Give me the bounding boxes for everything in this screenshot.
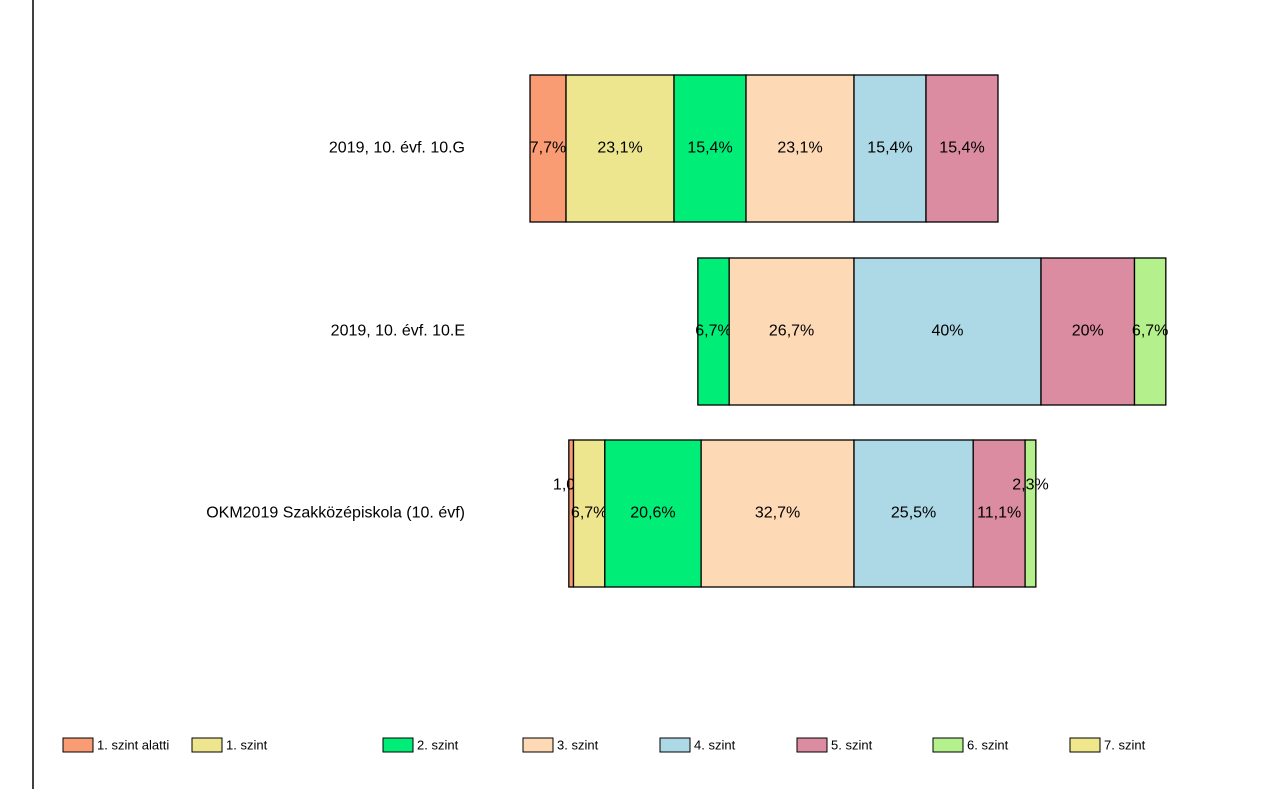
value-label: 32,7% (755, 505, 800, 522)
value-label: 15,4% (687, 140, 732, 157)
legend-label: 7. szint (1104, 737, 1146, 752)
legend-label: 4. szint (694, 737, 736, 752)
legend-swatch (191, 737, 223, 753)
legend-swatch (382, 737, 414, 753)
value-label: 7,7% (530, 140, 566, 157)
legend-label: 1. szint alatti (97, 737, 169, 752)
value-label: 11,1% (977, 505, 1021, 522)
value-label: 20% (1072, 323, 1104, 340)
legend-swatch (796, 737, 828, 753)
legend-label: 1. szint (226, 737, 268, 752)
value-label: 15,4% (867, 140, 912, 157)
value-label: 25,5% (891, 505, 936, 522)
bar-segment (673, 74, 747, 223)
bar-segment (1133, 257, 1167, 406)
legend-label: 6. szint (967, 737, 1009, 752)
value-label: 40% (931, 323, 963, 340)
value-label: 15,4% (939, 140, 984, 157)
value-label: 20,6% (630, 505, 675, 522)
legend-swatch (659, 737, 691, 753)
value-label: 6,7% (1132, 323, 1168, 340)
legend-swatch (1069, 737, 1101, 753)
value-label: 2,3% (1012, 477, 1048, 494)
category-label: 2019, 10. évf. 10.G (329, 140, 465, 157)
legend-label: 2. szint (417, 737, 459, 752)
bar-segment (1040, 257, 1136, 406)
legend-label: 3. szint (557, 737, 599, 752)
value-label: 6,7% (695, 323, 731, 340)
bar-segment (972, 439, 1026, 588)
bar-segment (700, 439, 855, 588)
value-label: 26,7% (769, 323, 814, 340)
legend-swatch (62, 737, 94, 753)
legend-label: 5. szint (831, 737, 873, 752)
legend-swatch (522, 737, 554, 753)
bar-segment (604, 439, 702, 588)
bar-segment (572, 439, 606, 588)
bar-segment (728, 257, 855, 406)
bar-segment (853, 257, 1042, 406)
value-label: 6,7% (571, 505, 607, 522)
value-label: 23,1% (597, 140, 642, 157)
category-label: OKM2019 Szakközépiskola (10. évf) (206, 505, 465, 522)
bar-segment (853, 439, 974, 588)
bar-segment (925, 74, 999, 223)
category-label: 2019, 10. évf. 10.E (331, 323, 465, 340)
bar-segment (565, 74, 675, 223)
value-label: 23,1% (777, 140, 822, 157)
legend-swatch (932, 737, 964, 753)
bar-segment (1024, 439, 1037, 588)
